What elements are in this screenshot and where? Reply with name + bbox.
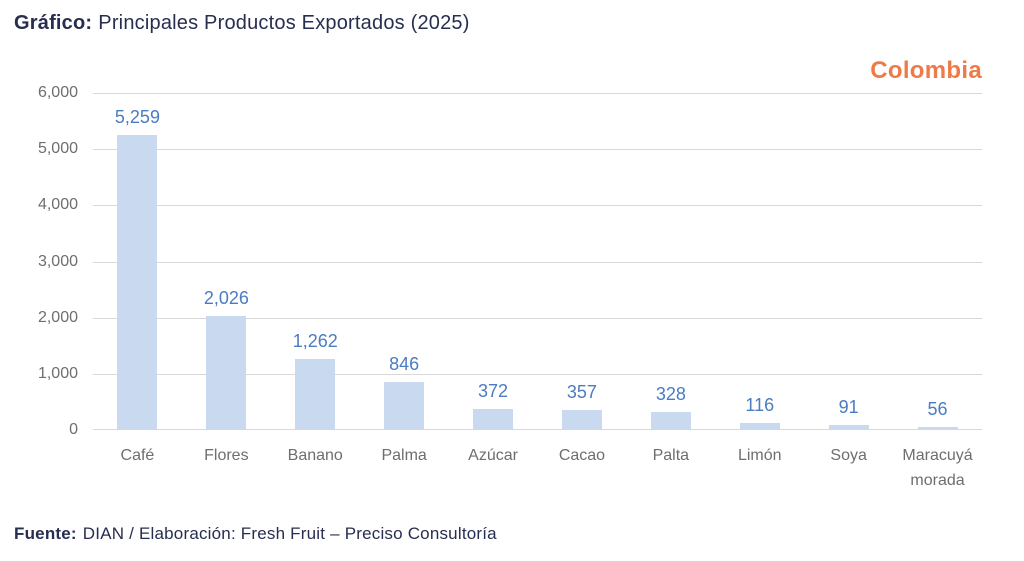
y-tick-label: 3,000 bbox=[37, 252, 78, 270]
category-label: Cacao bbox=[558, 447, 606, 464]
value-label: 2,026 bbox=[203, 288, 249, 308]
bar-soya bbox=[828, 425, 869, 430]
bar-palma bbox=[384, 382, 425, 430]
chart-title-text: Principales Productos Exportados (2025) bbox=[98, 12, 470, 34]
category-label: Palma bbox=[381, 447, 427, 464]
gridline bbox=[93, 149, 982, 151]
value-label: 1,262 bbox=[292, 331, 338, 351]
bar-flores bbox=[206, 316, 247, 430]
category-label: Soya bbox=[830, 447, 867, 464]
gridline bbox=[93, 93, 982, 94]
gridline bbox=[93, 205, 982, 207]
y-tick-label: 6,000 bbox=[37, 84, 78, 101]
value-label: 372 bbox=[478, 381, 509, 401]
value-label: 116 bbox=[745, 395, 775, 415]
chart-title: Gráfico: Principales Productos Exportados… bbox=[14, 12, 470, 35]
y-axis: 0 1,000 2,000 3,000 4,000 5,000 6,000 bbox=[0, 84, 78, 438]
bar-palta bbox=[650, 412, 691, 430]
chart-title-label: Gráfico: bbox=[14, 12, 93, 34]
bar-az-car bbox=[473, 409, 514, 430]
category-label: Café bbox=[120, 447, 155, 464]
bar-banano bbox=[295, 359, 336, 430]
y-tick-label: 4,000 bbox=[37, 196, 78, 214]
bar-maracuy-morada bbox=[917, 427, 958, 430]
gridline bbox=[93, 373, 982, 375]
plot-area: 5,259 Café 2,026 Flores 1,262 Banano 846 Palma 3… bbox=[93, 93, 982, 489]
bar-caf- bbox=[117, 135, 158, 430]
value-label: 56 bbox=[927, 399, 948, 419]
y-tick-label: 0 bbox=[69, 421, 78, 438]
gridline bbox=[93, 317, 982, 319]
y-tick-label: 2,000 bbox=[37, 308, 78, 326]
y-tick-label: 5,000 bbox=[37, 140, 78, 158]
value-label: 846 bbox=[389, 354, 420, 374]
category-label: Palta bbox=[652, 447, 690, 464]
category-label: Azúcar bbox=[468, 447, 518, 464]
gridline bbox=[93, 261, 982, 263]
value-label: 5,259 bbox=[114, 107, 160, 127]
category-label: Banano bbox=[287, 447, 343, 464]
bar-cacao bbox=[561, 410, 602, 430]
source-note: Fuente: DIAN / Elaboración: Fresh Fruit –… bbox=[14, 524, 497, 544]
value-label: 328 bbox=[655, 384, 686, 404]
source-note-text: DIAN / Elaboración: Fresh Fruit – Precis… bbox=[82, 524, 497, 543]
y-tick-label: 1,000 bbox=[37, 364, 78, 382]
category-label: Flores bbox=[204, 447, 249, 464]
value-label: 357 bbox=[566, 382, 597, 402]
source-note-label: Fuente: bbox=[14, 524, 77, 543]
brand-label: Colombia bbox=[870, 57, 982, 84]
category-label: Maracuyá morada bbox=[902, 447, 973, 489]
x-axis-line bbox=[93, 429, 982, 430]
category-label: Limón bbox=[737, 447, 782, 464]
value-label: 91 bbox=[838, 397, 859, 417]
bar-lim-n bbox=[739, 423, 780, 430]
